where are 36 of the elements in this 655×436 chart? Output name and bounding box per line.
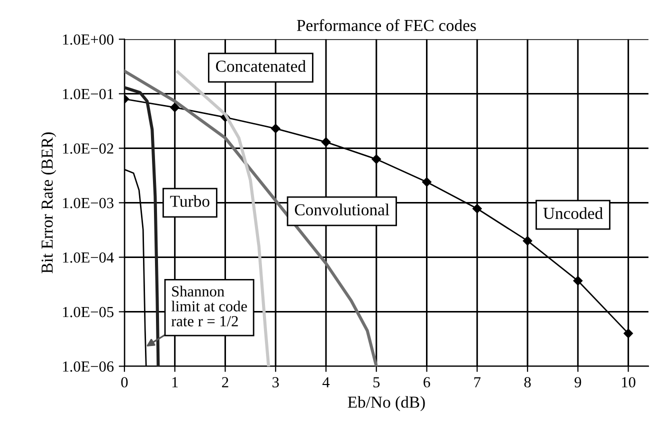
point xyxy=(422,177,432,187)
y-tick-label: 1.0E−02 xyxy=(63,143,114,154)
x-tick-label: 9 xyxy=(574,377,582,388)
x-tick-label: 8 xyxy=(524,377,531,388)
point xyxy=(624,328,633,338)
series-label: Uncoded xyxy=(543,207,603,220)
x-tick-label: 2 xyxy=(222,377,228,388)
y-axis-title: Bit Error Rate (BER) xyxy=(41,132,56,274)
x-tick-label: 3 xyxy=(272,377,279,388)
y-tick-label: 1.0E−04 xyxy=(63,252,114,263)
y-tick-label: 1.0E−06 xyxy=(63,361,114,372)
chart-title: Performance of FEC codes xyxy=(296,19,476,32)
x-axis-title: Eb/No (dB) xyxy=(348,396,425,412)
y-tick-label: 1.0E+00 xyxy=(63,34,114,45)
point xyxy=(321,137,331,147)
y-tick-label: 1.0E−03 xyxy=(63,198,114,208)
series-label: Turbo xyxy=(170,195,210,207)
line-series xyxy=(124,86,160,366)
y-tick-label: 1.0E−01 xyxy=(63,88,114,100)
y-tick-label: 1.0E−05 xyxy=(63,306,114,318)
x-tick-label: 10 xyxy=(622,377,636,388)
point xyxy=(270,124,280,134)
point xyxy=(372,154,381,164)
point xyxy=(522,236,532,246)
series-label: Convolutional xyxy=(294,204,390,216)
x-tick-label: 5 xyxy=(373,377,380,388)
x-tick-label: 4 xyxy=(322,377,330,388)
point xyxy=(573,276,583,286)
annotation: Shannon limit at code rate r = 1/2 xyxy=(171,286,247,326)
x-tick-label: 7 xyxy=(474,377,481,388)
point xyxy=(472,204,482,214)
x-tick-label: 0 xyxy=(121,377,128,388)
x-tick-label: 6 xyxy=(424,377,430,388)
x-tick-label: 1 xyxy=(172,377,178,388)
point xyxy=(170,102,180,112)
series-label: Concatenated xyxy=(216,60,306,72)
